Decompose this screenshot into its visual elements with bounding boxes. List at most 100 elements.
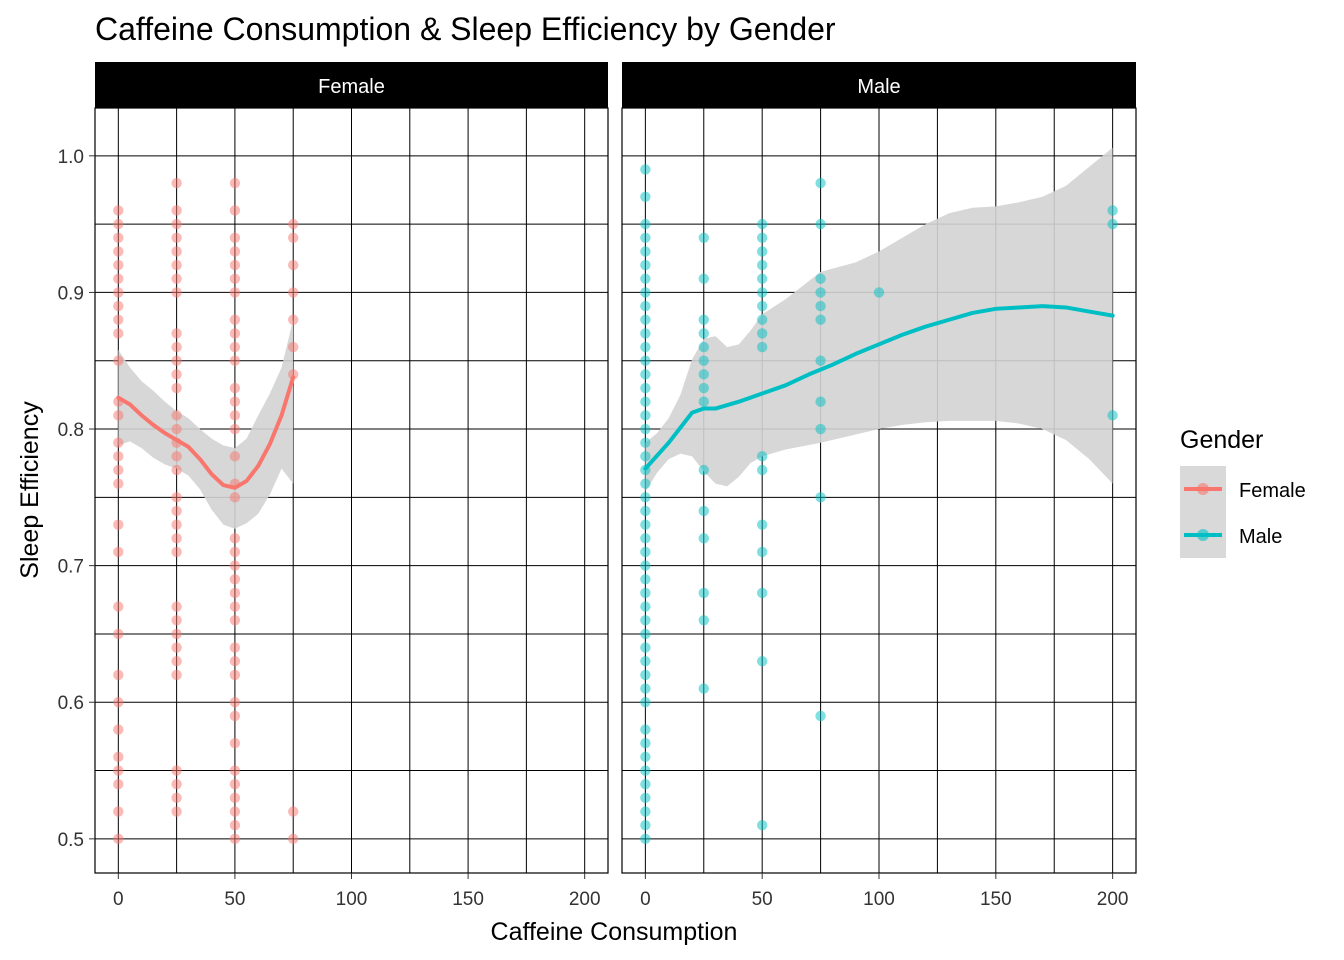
facet-strip-female [95,62,608,108]
data-point [171,369,182,380]
data-point [229,574,241,585]
data-point [640,246,651,257]
data-point [113,273,124,284]
points-male [640,164,1118,845]
data-point [113,355,124,366]
data-point [756,246,768,257]
data-point [640,628,651,640]
data-point [229,177,241,189]
data-point [113,833,124,845]
data-point [113,205,124,216]
data-point [756,273,768,284]
data-point [698,314,709,325]
data-point [229,382,241,394]
data-point [113,259,124,271]
data-point [113,697,124,708]
data-point [113,437,124,448]
data-point [113,410,124,421]
data-point [113,806,124,817]
smooth-line-female [116,375,296,490]
data-point [640,218,651,230]
data-point [1107,205,1118,216]
data-point [756,328,768,339]
x-tick-label: 150 [980,889,1012,910]
data-point [229,492,241,503]
data-point [171,519,182,530]
data-point [113,300,124,312]
data-point [229,328,241,339]
data-point [229,287,241,298]
data-point [698,683,709,694]
data-point [229,533,241,544]
data-point [171,615,182,626]
facet-strip-male [622,62,1136,108]
data-point [288,369,299,380]
data-point [640,656,651,667]
data-point [113,724,124,735]
data-point [229,819,241,831]
data-point [698,382,709,394]
data-point [288,232,299,243]
data-point [815,492,826,503]
data-point [756,341,768,353]
data-point [171,451,182,462]
legend-label-female: Female [1239,480,1306,502]
data-point [229,779,241,790]
data-point [640,833,651,845]
data-point [756,218,768,230]
data-point [815,177,826,189]
data-point [229,451,241,462]
y-tick-label: 0.5 [58,830,84,851]
x-tick-label: 150 [452,889,484,910]
data-point [756,464,768,476]
data-point [229,246,241,257]
data-point [815,423,826,435]
legend-key-female-point [1197,483,1209,495]
x-axis-male: 0 50 100 150 200 [640,873,1128,910]
data-point [640,560,651,571]
data-point [171,669,182,681]
data-point [171,355,182,366]
data-point [873,287,885,298]
data-point [756,587,768,599]
data-point [640,164,651,175]
data-point [171,328,182,339]
data-point [640,738,651,749]
data-point [640,273,651,284]
data-point [229,806,241,817]
data-point [698,273,709,284]
data-point [171,246,182,257]
y-axis: 0.5 0.6 0.7 0.8 0.9 1.0 [58,147,95,851]
data-point [171,464,182,476]
data-point [640,806,651,817]
data-point [113,546,124,558]
data-point [229,697,241,708]
data-point [815,218,826,230]
data-point [640,355,651,366]
data-point [171,177,182,189]
data-point [756,546,768,558]
facet-panel-male: Male [621,62,1137,874]
data-point [815,273,826,284]
data-point [113,232,124,243]
x-tick-label: 0 [640,889,651,910]
data-point [113,669,124,681]
data-point [756,287,768,298]
confidence-band-male [645,147,1113,492]
data-point [171,656,182,667]
data-point [113,601,124,612]
data-point [229,587,241,599]
data-point [815,287,826,298]
smooth-line-female [116,375,296,490]
x-axis-female: 0 50 100 150 200 [113,873,601,910]
data-point [113,314,124,325]
data-point [288,341,299,353]
data-point [640,792,651,804]
data-point [171,423,182,435]
data-point [640,601,651,612]
facet-label-female: Female [318,76,385,98]
data-point [171,259,182,271]
y-tick-label: 0.7 [58,557,84,578]
data-point [640,779,651,790]
